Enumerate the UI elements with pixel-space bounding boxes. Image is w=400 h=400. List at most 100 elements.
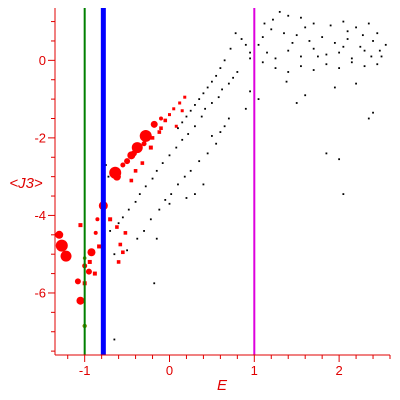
data-point	[104, 164, 107, 166]
data-point	[229, 47, 232, 50]
x-tick-label: 0	[166, 363, 173, 378]
data-point	[172, 107, 176, 111]
data-point	[163, 118, 168, 123]
axes	[54, 8, 390, 356]
data-point	[181, 138, 184, 141]
data-point	[232, 76, 235, 79]
data-point	[120, 162, 126, 168]
data-point	[138, 193, 141, 196]
data-point	[266, 51, 268, 54]
data-point	[249, 90, 251, 93]
data-point	[175, 146, 178, 149]
data-point	[189, 169, 192, 172]
data-point	[194, 104, 196, 106]
data-point	[150, 120, 158, 128]
data-point	[185, 115, 188, 118]
data-point	[355, 26, 357, 29]
data-point	[60, 250, 72, 262]
data-point	[325, 53, 328, 56]
data-point	[300, 55, 302, 58]
data-point	[236, 71, 239, 73]
data-point	[131, 142, 143, 154]
data-point	[74, 278, 81, 285]
data-point	[291, 41, 294, 44]
data-point	[159, 116, 164, 121]
data-point	[170, 193, 173, 196]
data-point	[210, 102, 213, 104]
data-point	[346, 38, 349, 40]
data-point	[177, 183, 179, 186]
data-point	[107, 175, 110, 178]
data-point	[361, 34, 364, 37]
data-point	[295, 34, 298, 37]
data-point	[194, 125, 196, 128]
y-tick-label: -2	[34, 130, 46, 145]
data-point	[372, 40, 374, 42]
data-point	[333, 86, 336, 89]
data-point	[92, 271, 97, 276]
data-point	[121, 250, 125, 255]
data-point	[234, 32, 237, 35]
data-point	[210, 80, 213, 83]
data-point	[109, 230, 112, 232]
data-point	[95, 217, 100, 222]
data-point	[304, 94, 307, 97]
data-point	[174, 124, 178, 128]
data-point	[350, 57, 353, 60]
data-point	[370, 55, 373, 58]
data-point	[139, 129, 152, 142]
data-point	[261, 61, 264, 64]
y-tick-label: -6	[34, 285, 46, 300]
tick-layer: -1 0 1 2 0 -2 -4 -6	[34, 21, 391, 378]
data-point	[278, 10, 281, 13]
data-point	[240, 38, 243, 40]
data-point	[206, 152, 209, 155]
data-point	[168, 202, 171, 205]
data-point	[183, 95, 187, 99]
data-point	[378, 49, 381, 52]
data-point	[177, 127, 179, 130]
data-point	[115, 225, 119, 229]
data-point	[136, 237, 139, 240]
data-point	[194, 193, 196, 196]
data-point	[359, 45, 362, 48]
data-point	[272, 18, 274, 21]
data-point	[116, 260, 121, 264]
data-point	[372, 111, 374, 114]
data-point	[148, 145, 153, 150]
data-point	[221, 88, 223, 91]
data-point	[127, 208, 130, 211]
data-point	[206, 86, 209, 89]
data-point	[325, 63, 328, 66]
data-point	[346, 30, 349, 33]
data-point	[257, 43, 260, 46]
data-point	[158, 208, 161, 211]
y-tick-label: -4	[34, 208, 46, 223]
data-point	[141, 141, 147, 147]
data-point	[151, 177, 154, 180]
data-point	[161, 162, 164, 164]
data-point	[263, 22, 266, 25]
data-point	[261, 36, 264, 38]
data-point	[244, 43, 247, 46]
data-point	[287, 14, 290, 17]
data-point	[97, 244, 102, 249]
data-point	[312, 47, 315, 50]
data-point	[87, 248, 96, 257]
data-point	[55, 230, 64, 239]
data-point	[87, 259, 92, 264]
x-tick-label: -1	[79, 363, 91, 378]
data-point	[355, 82, 357, 85]
data-point	[198, 160, 201, 163]
data-point	[85, 268, 92, 275]
data-point	[342, 193, 345, 196]
data-point	[274, 57, 277, 60]
data-point	[167, 113, 171, 117]
data-point	[155, 237, 158, 240]
data-point	[202, 92, 205, 95]
data-point	[183, 175, 186, 178]
data-point	[274, 67, 277, 69]
data-point	[134, 200, 137, 203]
data-point	[367, 117, 370, 120]
